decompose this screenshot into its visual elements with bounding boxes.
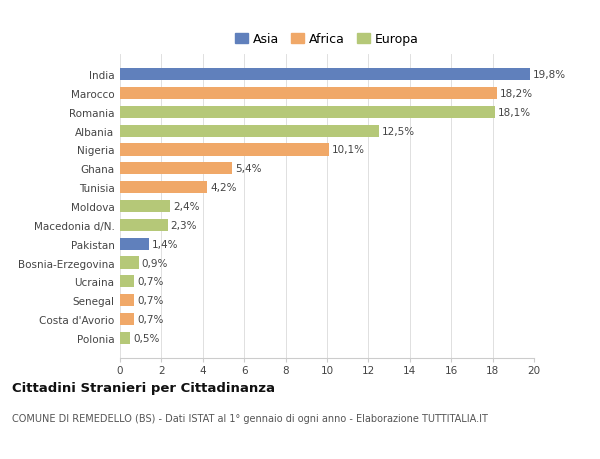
Bar [120,332,130,344]
Text: 1,4%: 1,4% [152,239,179,249]
Text: 0,9%: 0,9% [142,258,168,268]
Text: Cittadini Stranieri per Cittadinanza: Cittadini Stranieri per Cittadinanza [12,381,275,394]
Bar [120,106,494,119]
Text: 0,5%: 0,5% [133,333,160,343]
Bar [120,238,149,250]
Text: 4,2%: 4,2% [210,183,236,193]
Text: 5,4%: 5,4% [235,164,262,174]
Text: 2,4%: 2,4% [173,202,199,212]
Bar [120,163,232,175]
Text: 0,7%: 0,7% [137,314,164,325]
Bar [120,219,167,231]
Bar [120,257,139,269]
Bar [120,69,530,81]
Text: COMUNE DI REMEDELLO (BS) - Dati ISTAT al 1° gennaio di ogni anno - Elaborazione : COMUNE DI REMEDELLO (BS) - Dati ISTAT al… [12,413,488,423]
Bar [120,313,134,325]
Legend: Asia, Africa, Europa: Asia, Africa, Europa [230,28,424,51]
Bar [120,294,134,307]
Text: 0,7%: 0,7% [137,296,164,306]
Text: 18,2%: 18,2% [500,89,533,99]
Text: 10,1%: 10,1% [332,145,365,155]
Bar [120,182,207,194]
Text: 12,5%: 12,5% [382,126,415,136]
Bar [120,276,134,288]
Bar [120,201,170,213]
Bar [120,125,379,137]
Text: 0,7%: 0,7% [137,277,164,287]
Text: 2,3%: 2,3% [171,220,197,230]
Text: 19,8%: 19,8% [533,70,566,80]
Bar [120,88,497,100]
Text: 18,1%: 18,1% [498,107,531,118]
Bar [120,144,329,156]
